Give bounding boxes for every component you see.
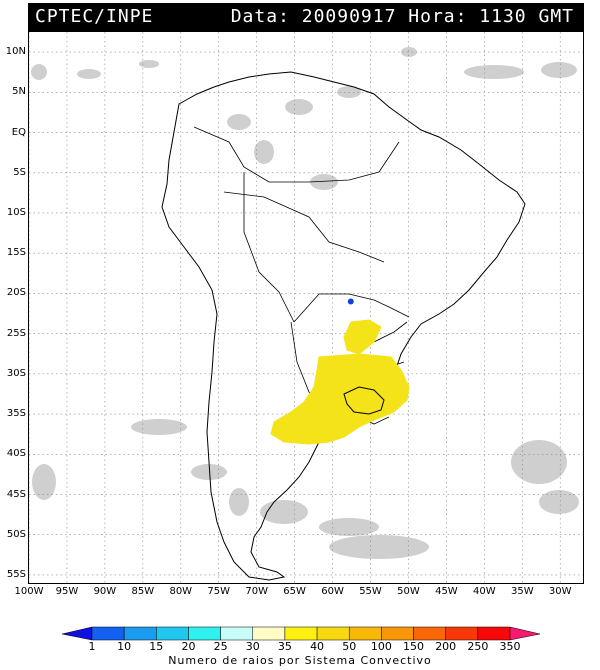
lightning-map [28, 32, 583, 583]
legend-label: 200 [435, 640, 457, 653]
legend-colorbar [61, 626, 541, 641]
legend-label: 25 [213, 640, 228, 653]
legend-label: 150 [403, 640, 425, 653]
legend-label: 15 [149, 640, 164, 653]
legend-swatch [316, 626, 350, 641]
legend-swatch [477, 626, 511, 641]
lightning-areas [270, 319, 410, 445]
lon-label: 95W [55, 586, 79, 597]
lon-label: 70W [245, 586, 268, 597]
lat-label: 50S [6, 528, 26, 540]
legend-swatch [123, 626, 157, 641]
map-frame [28, 31, 584, 584]
lat-lon-grid [28, 32, 583, 583]
header-title: CPTEC/INPE [35, 6, 154, 27]
legend-label: 100 [370, 640, 392, 653]
legend-label: 50 [342, 640, 357, 653]
lon-label: 80W [169, 586, 193, 597]
lat-label: 10S [6, 206, 26, 218]
lon-label: 35W [510, 586, 534, 597]
lon-label: 30W [548, 586, 572, 597]
lat-label: 20S [6, 287, 26, 299]
legend-swatch [348, 626, 382, 641]
legend-swatch [284, 626, 318, 641]
legend-label: 1 [88, 640, 96, 653]
lat-label: 15S [6, 247, 26, 259]
uruguay-outline [343, 386, 385, 415]
lon-label: 100W [14, 586, 44, 597]
lat-label: 55S [6, 568, 26, 580]
legend-swatch [413, 626, 446, 641]
lightning-area-north [343, 319, 382, 355]
lat-label: 10N [5, 46, 26, 58]
lat-label: EQ [11, 126, 26, 138]
lat-label: 40S [6, 448, 26, 460]
lat-label: 5N [12, 86, 26, 98]
lat-label: 45S [6, 488, 26, 500]
legend-swatch [61, 626, 93, 641]
lon-label: 50W [397, 586, 420, 597]
legend-label: 30 [245, 640, 260, 653]
legend-label: 250 [467, 640, 489, 653]
lon-label: 40W [473, 586, 496, 597]
south-america-coastline [161, 71, 526, 581]
lon-label: 45W [435, 586, 458, 597]
lon-label: 75W [207, 586, 231, 597]
legend-title: Numero de raios por Sistema Convectivo [168, 654, 432, 667]
legend-swatch [381, 626, 414, 641]
map-header: CPTEC/INPE Data: 20090917 Hora: 1130 GMT [28, 3, 584, 31]
lon-label: 55W [359, 586, 382, 597]
legend-swatch [91, 626, 125, 641]
lon-label: 60W [321, 586, 344, 597]
lat-label: 30S [6, 367, 26, 379]
lat-label: 35S [6, 408, 26, 420]
lon-label: 90W [93, 586, 117, 597]
legend-label: 35 [277, 640, 292, 653]
lon-label: 65W [283, 586, 306, 597]
lat-label: 5S [13, 166, 26, 178]
legend-swatch [188, 626, 221, 641]
legend-swatch [156, 626, 189, 641]
legend-label: 40 [310, 640, 325, 653]
legend-swatch [445, 626, 479, 641]
legend-swatch [252, 626, 286, 641]
cloud-cover [31, 47, 579, 559]
lightning-point-marker [347, 298, 354, 305]
legend-label: 10 [117, 640, 132, 653]
lon-label: 85W [131, 586, 155, 597]
lat-label: 25S [6, 327, 26, 339]
lightning-area-main [270, 353, 410, 445]
legend-swatch [220, 626, 254, 641]
legend-label: 350 [499, 640, 521, 653]
legend-label: 20 [181, 640, 196, 653]
header-datetime: Data: 20090917 Hora: 1130 GMT [230, 6, 574, 27]
legend-swatch [509, 626, 541, 641]
